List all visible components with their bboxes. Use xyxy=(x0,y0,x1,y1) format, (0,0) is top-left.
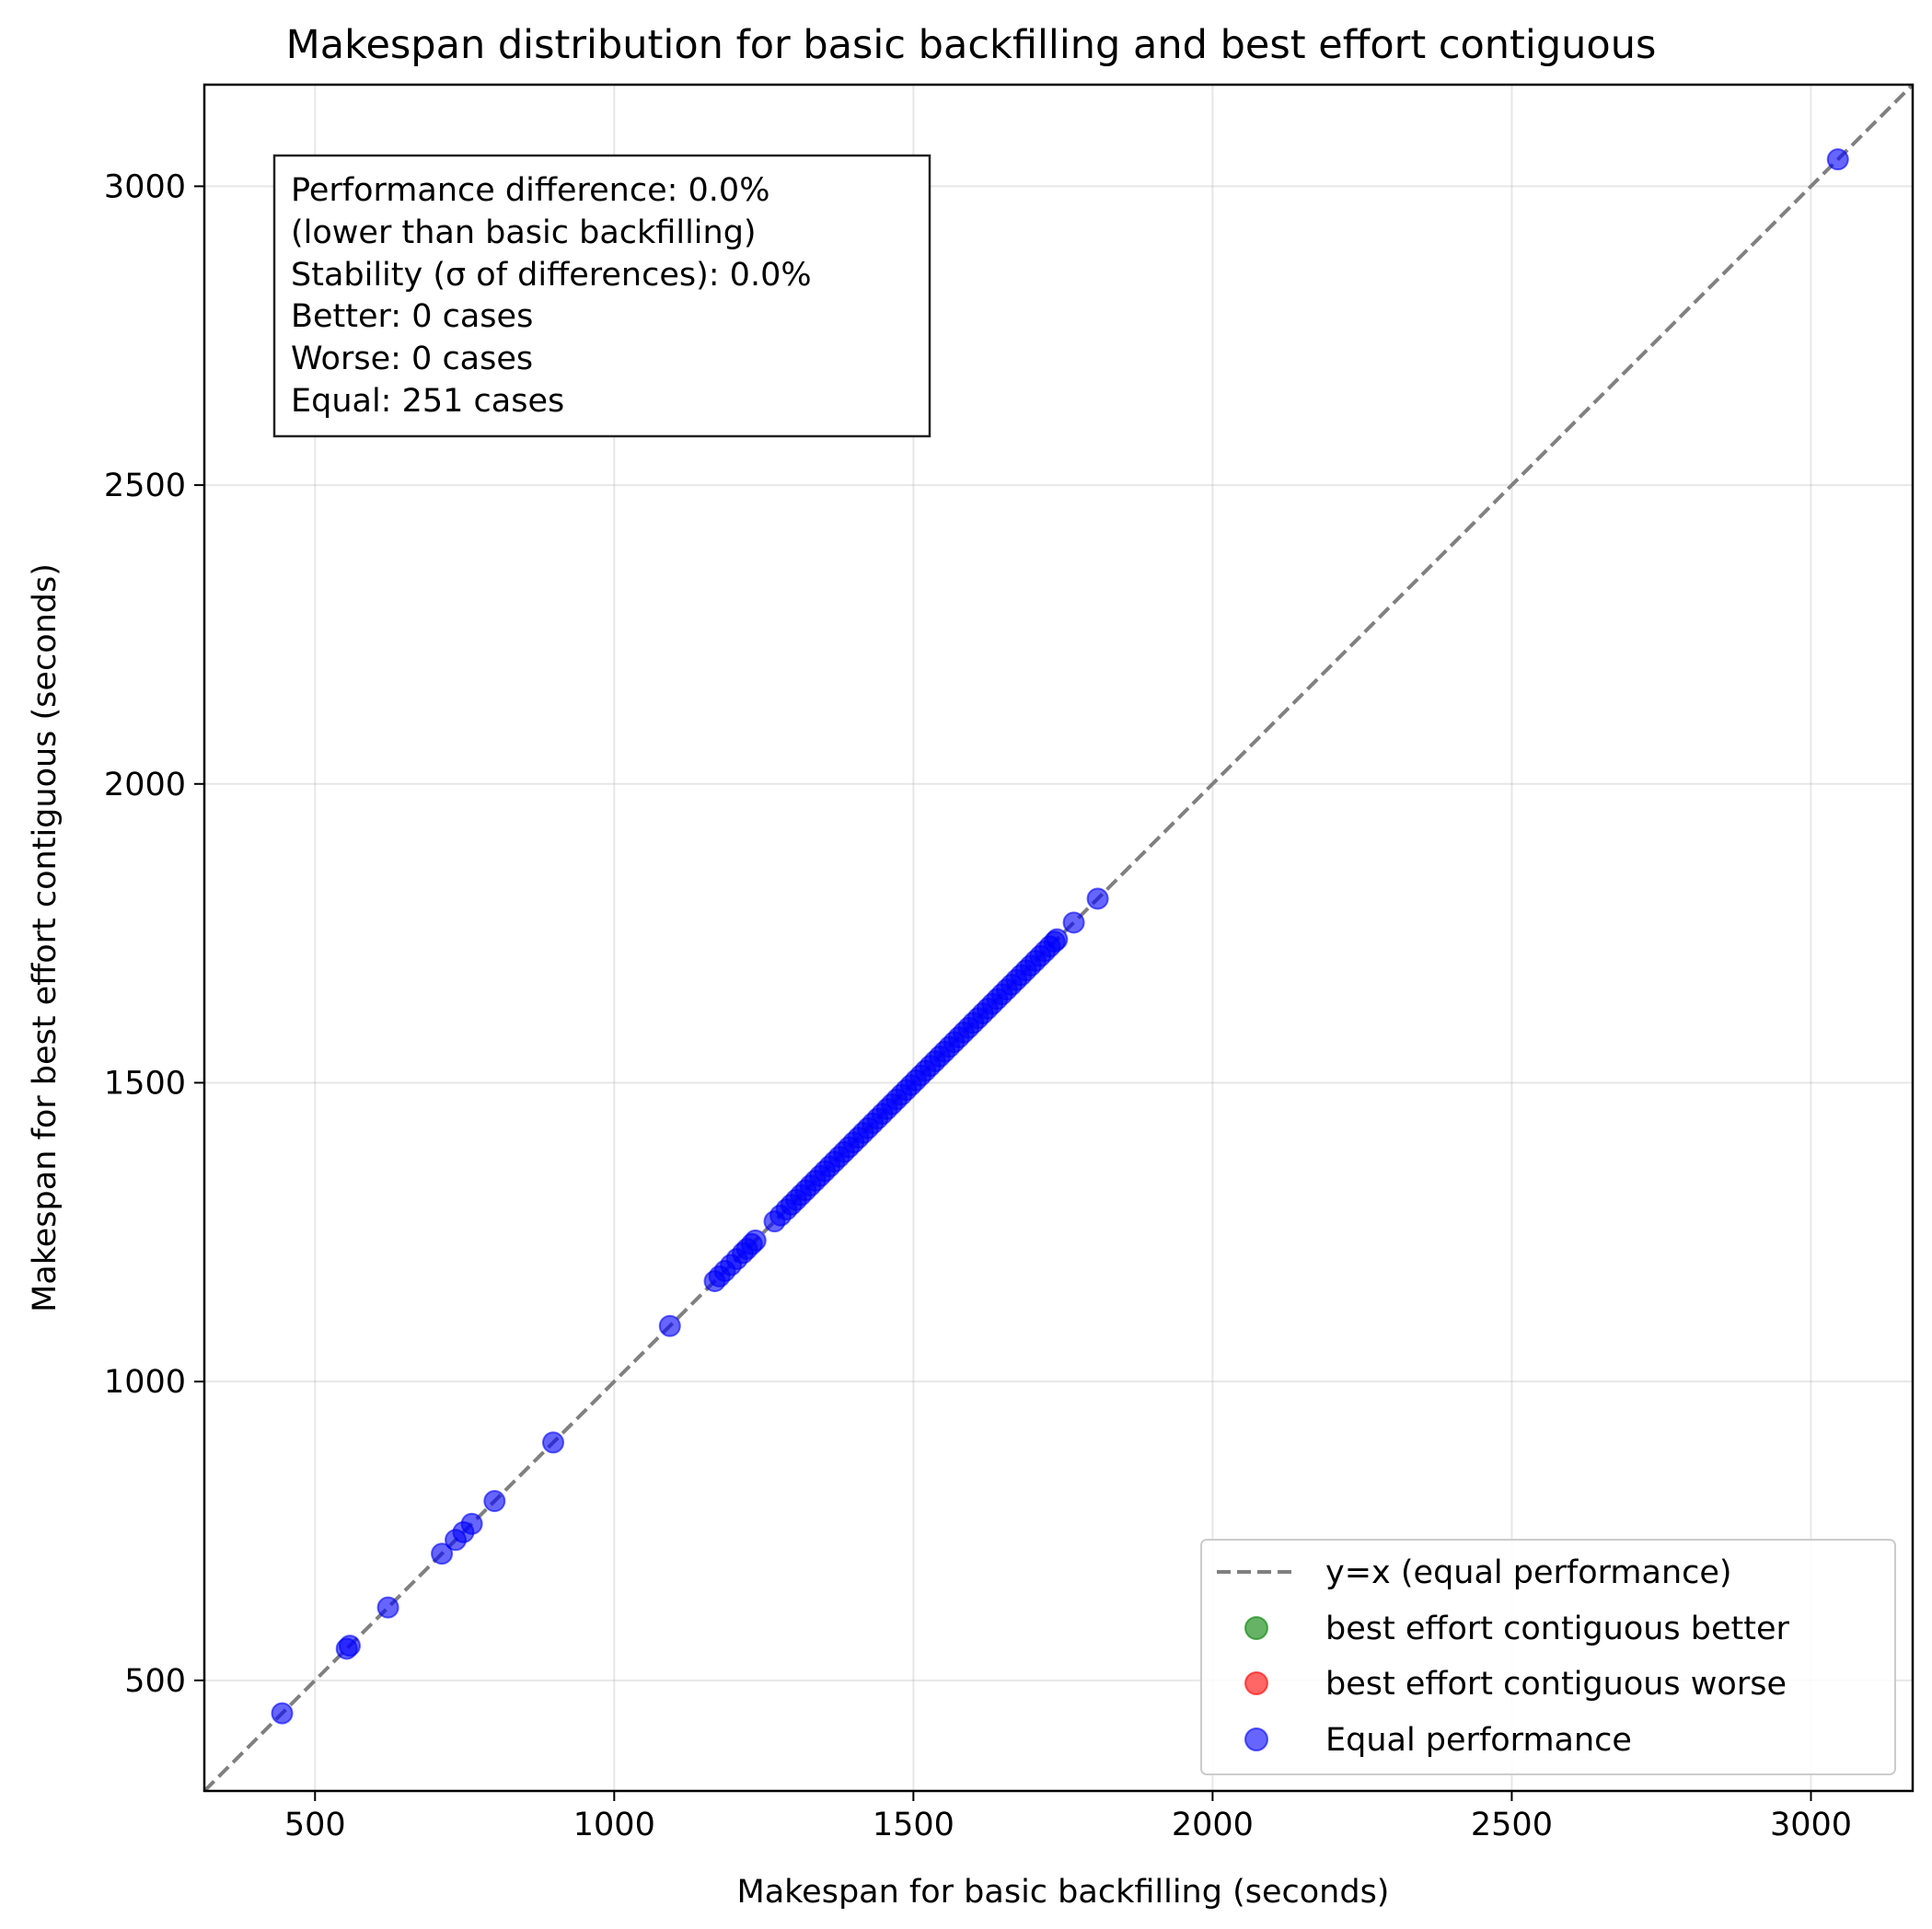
data-point xyxy=(658,1314,681,1337)
x-tick-label: 500 xyxy=(284,1807,346,1843)
data-point xyxy=(376,1596,399,1619)
x-tick-label: 2500 xyxy=(1471,1807,1553,1843)
y-tick-label: 2000 xyxy=(104,767,186,803)
legend-label-better: best effort contiguous better xyxy=(1325,1611,1790,1647)
annotation-line: Performance difference: 0.0% xyxy=(291,172,769,209)
legend-green-marker-icon xyxy=(1244,1616,1268,1640)
y-axis-ticks: 500 1000 1500 2000 2500 3000 xyxy=(104,168,204,1700)
y-tick-label: 1000 xyxy=(104,1364,186,1401)
legend-blue-marker-icon xyxy=(1244,1727,1268,1751)
data-point xyxy=(271,1702,294,1725)
annotation-box: Performance difference: 0.0% (lower than… xyxy=(272,154,931,438)
chart-title: Makespan distribution for basic backfill… xyxy=(286,22,1657,68)
x-tick-label: 2000 xyxy=(1172,1807,1254,1843)
data-point xyxy=(1086,887,1109,910)
y-tick-label: 1500 xyxy=(104,1065,186,1102)
data-point xyxy=(431,1542,454,1565)
legend: y=x (equal performance) best effort cont… xyxy=(1200,1539,1896,1775)
x-tick-label: 3000 xyxy=(1770,1807,1852,1843)
x-axis-label: Makespan for basic backfilling (seconds) xyxy=(737,1874,1390,1911)
x-tick-label: 1500 xyxy=(873,1807,954,1843)
annotation-line: Worse: 0 cases xyxy=(291,341,533,377)
series-group xyxy=(271,148,1849,1725)
data-point xyxy=(1046,928,1069,951)
x-tick-label: 1000 xyxy=(573,1807,655,1843)
y-tick-label: 3000 xyxy=(104,168,186,205)
annotation-line: (lower than basic backfilling) xyxy=(291,214,757,251)
y-tick-label: 2500 xyxy=(104,468,186,504)
legend-label-reference: y=x (equal performance) xyxy=(1325,1554,1732,1591)
data-point xyxy=(460,1512,483,1535)
annotation-line: Stability (σ of differences): 0.0% xyxy=(291,257,812,294)
legend-red-marker-icon xyxy=(1244,1671,1268,1695)
data-point xyxy=(483,1490,506,1513)
data-points xyxy=(271,148,1849,1725)
legend-label-equal: Equal performance xyxy=(1325,1722,1632,1759)
data-point xyxy=(338,1634,361,1658)
data-point xyxy=(1062,911,1085,934)
annotation-line: Equal: 251 cases xyxy=(291,383,564,420)
annotation-line: Better: 0 cases xyxy=(291,298,533,335)
plot-area-frame xyxy=(202,83,1915,1793)
y-axis-label: Makespan for best effort contiguous (sec… xyxy=(27,563,64,1312)
data-point xyxy=(1826,148,1849,171)
data-point xyxy=(744,1229,767,1252)
legend-label-worse: best effort contiguous worse xyxy=(1325,1666,1787,1703)
y-tick-label: 500 xyxy=(124,1663,186,1700)
data-point xyxy=(542,1431,565,1454)
x-axis-ticks: 500 1000 1500 2000 2500 3000 xyxy=(284,1791,1852,1843)
